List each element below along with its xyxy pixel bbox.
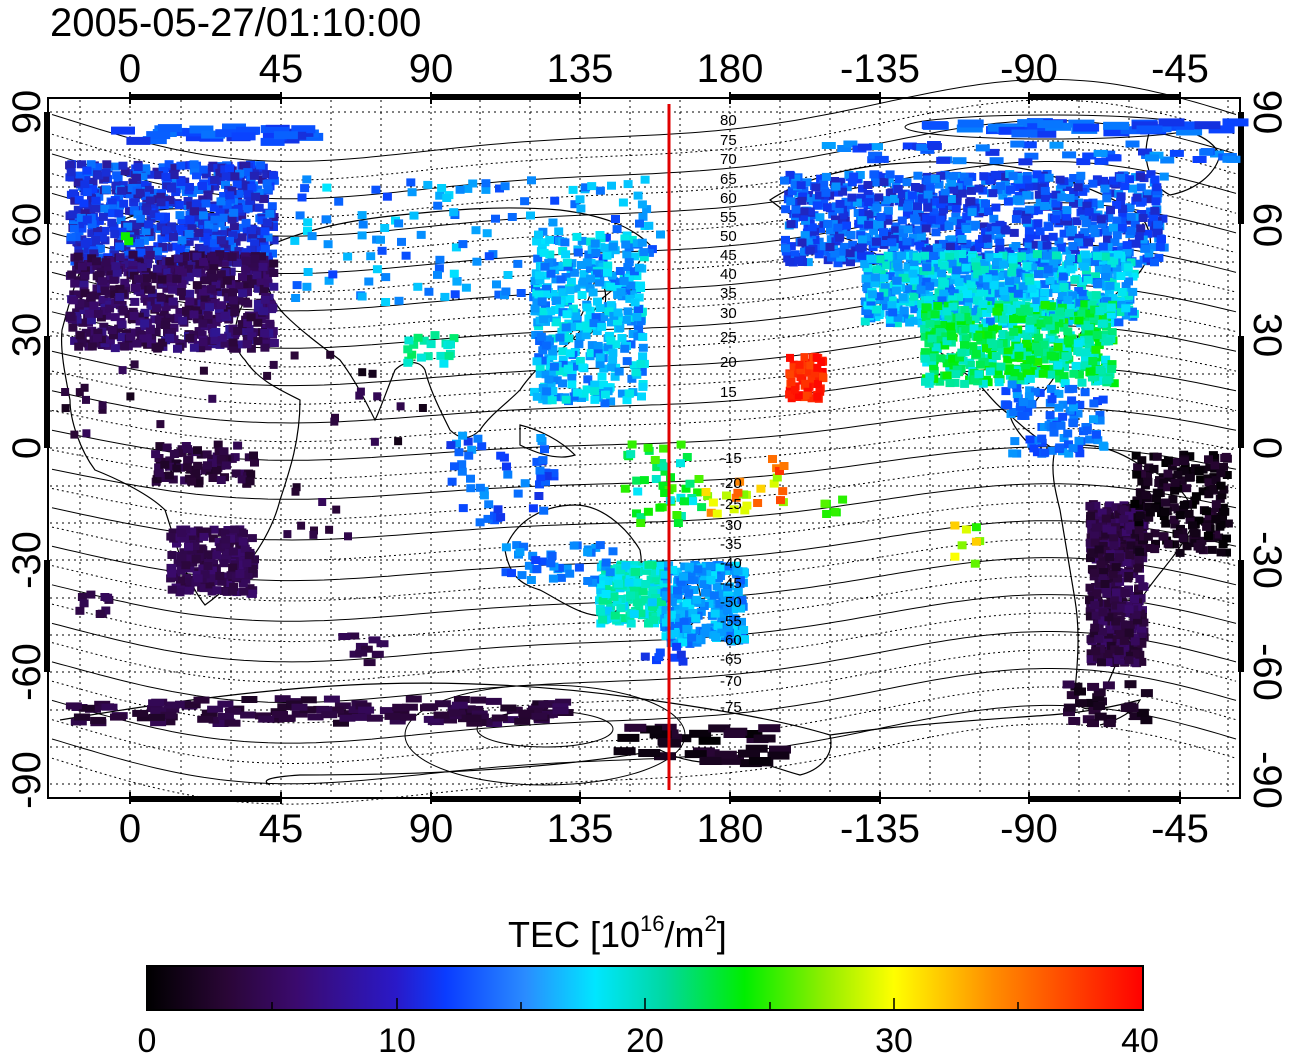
right-axis-label-neg90: -90	[1245, 751, 1289, 809]
left-axis-label-neg90: -90	[5, 751, 49, 809]
colorbar-tick-30: 30	[875, 1022, 913, 1057]
contour-label-55: 55	[720, 209, 737, 226]
colorbar-tick-20: 20	[626, 1022, 664, 1057]
top-axis-label-45: 45	[259, 47, 304, 91]
colorbar-tick-10: 10	[378, 1022, 416, 1057]
colorbar-label-mid: /m	[665, 914, 705, 955]
bottom-axis-label-neg135: -135	[840, 807, 920, 851]
left-axis-label-neg30: -30	[5, 531, 49, 589]
contour-label-60: 60	[720, 190, 737, 207]
top-axis-label-neg135: -135	[840, 47, 920, 91]
left-axis-label-30: 30	[5, 313, 49, 358]
right-axis-label-60: 60	[1245, 203, 1289, 248]
bottom-axis-label-180: 180	[697, 807, 764, 851]
contour-label-35: 35	[720, 285, 737, 302]
plot-title: 2005-05-27/01:10:00	[50, 1, 421, 45]
contour-label-45: 45	[720, 247, 737, 264]
contour-value-labels: 80 75 70 65 60 55 50 45 40 35 30 25 20 15 -15 -20 -25 -30…	[720, 112, 742, 716]
top-axis-label-135: 135	[547, 47, 614, 91]
contour-label-65: 65	[720, 171, 737, 188]
contour-label--35: -35	[720, 536, 742, 553]
right-axis-label-90: 90	[1245, 90, 1289, 135]
contour-label--30: -30	[720, 517, 742, 534]
top-axis-label-180: 180	[697, 47, 764, 91]
contour-label--65: -65	[720, 651, 742, 668]
colorbar-ticks	[271, 998, 1019, 1010]
bottom-axis-label-90: 90	[409, 807, 454, 851]
contour-label-75: 75	[720, 132, 737, 149]
contour-label-25: 25	[720, 329, 737, 346]
contour-label-40: 40	[720, 266, 737, 283]
left-axis-label-neg60: -60	[5, 643, 49, 701]
colorbar-tick-40: 40	[1121, 1022, 1159, 1057]
contour-label-70: 70	[720, 151, 737, 168]
colorbar-label-sup1: 16	[640, 911, 664, 936]
bottom-axis-label-neg90: -90	[1000, 807, 1058, 851]
bottom-axis-label-135: 135	[547, 807, 614, 851]
colorbar-label-end: ]	[717, 914, 727, 955]
contour-label--50: -50	[720, 594, 742, 611]
contour-label--40: -40	[720, 555, 742, 572]
top-axis-label-neg45: -45	[1151, 47, 1209, 91]
contour-label--75: -75	[720, 699, 742, 716]
contour-label--70: -70	[720, 673, 742, 690]
tec-data-patches	[61, 118, 1249, 768]
contour-label-15: 15	[720, 384, 737, 401]
contour-label--15: -15	[720, 450, 742, 467]
top-axis-label-neg90: -90	[1000, 47, 1058, 91]
top-axis-label-90: 90	[409, 47, 454, 91]
bottom-axis-label-45: 45	[259, 807, 304, 851]
top-axis-label-0: 0	[119, 47, 141, 91]
bottom-axis-label-neg45: -45	[1151, 807, 1209, 851]
contour-label--25: -25	[720, 496, 742, 513]
colorbar-label: TEC [1016/m2]	[508, 911, 727, 955]
contour-label--60: -60	[720, 632, 742, 649]
left-axis-label-60: 60	[5, 203, 49, 248]
bottom-axis-label-0: 0	[119, 807, 141, 851]
contour-label-30: 30	[720, 305, 737, 322]
contour-label-50: 50	[720, 228, 737, 245]
right-axis-label-0: 0	[1245, 437, 1289, 459]
right-axis-label-30: 30	[1245, 313, 1289, 358]
contour-label-20: 20	[720, 354, 737, 371]
colorbar-tick-0: 0	[138, 1022, 157, 1057]
contour-label--20: -20	[720, 475, 742, 492]
colorbar-label-main: TEC [10	[508, 914, 640, 955]
contour-label--45: -45	[720, 575, 742, 592]
left-axis-label-0: 0	[5, 437, 49, 459]
contour-label-80: 80	[720, 112, 737, 129]
left-axis-label-90: 90	[5, 90, 49, 135]
right-axis-label-neg30: -30	[1245, 531, 1289, 589]
colorbar-label-sup2: 2	[705, 911, 717, 936]
contour-label--55: -55	[720, 613, 742, 630]
right-axis-label-neg60: -60	[1245, 643, 1289, 701]
